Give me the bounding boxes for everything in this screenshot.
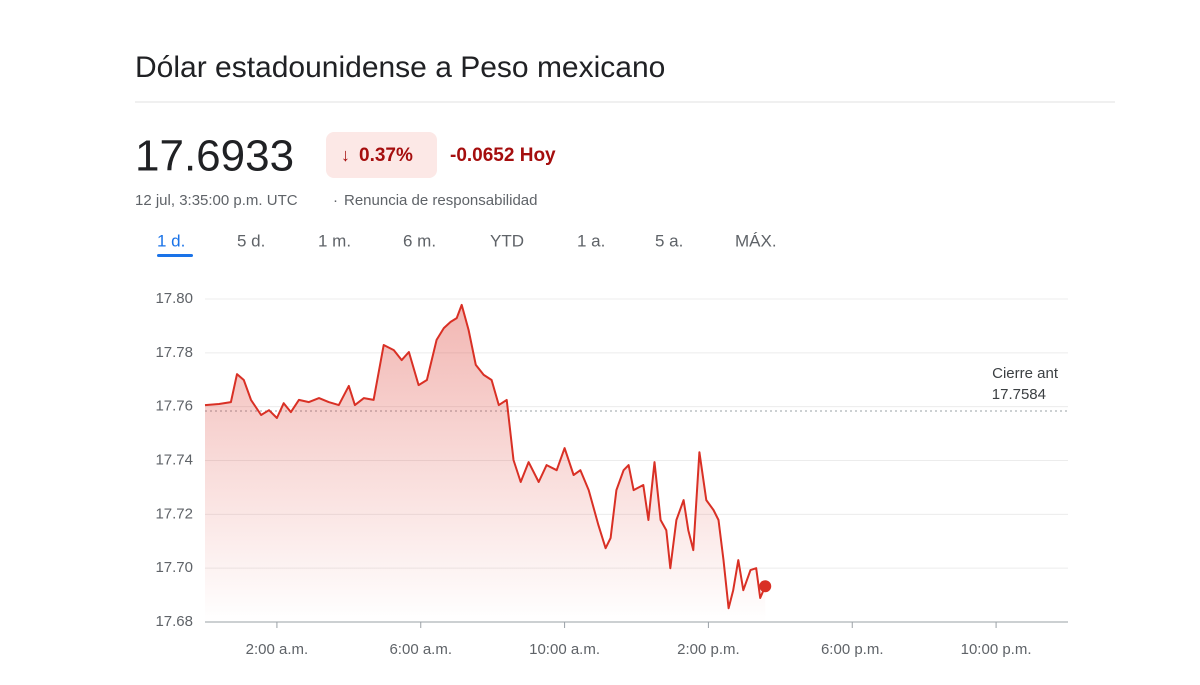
range-tab[interactable]: 1 m. (318, 231, 351, 250)
timestamp: 12 jul, 3:35:00 p.m. UTC (135, 192, 298, 209)
range-tab[interactable]: 5 d. (237, 231, 265, 250)
down-arrow: ↓ (341, 145, 350, 165)
range-tab[interactable]: YTD (490, 231, 524, 250)
x-tick-label: 2:00 a.m. (246, 641, 309, 658)
y-tick-label: 17.76 (155, 398, 193, 415)
last-point (759, 580, 772, 593)
change-badge (326, 132, 437, 178)
area-fill (205, 304, 766, 622)
x-tick-label: 2:00 p.m. (677, 641, 740, 658)
y-tick-label: 17.68 (155, 613, 193, 630)
range-tab[interactable]: 5 a. (655, 231, 683, 250)
y-tick-label: 17.74 (155, 451, 193, 468)
change-pct: 0.37% (359, 145, 413, 166)
separator: · (333, 192, 338, 209)
y-tick-label: 17.72 (155, 505, 193, 522)
range-tab[interactable]: 1 a. (577, 231, 605, 250)
range-tab[interactable]: 6 m. (403, 231, 436, 250)
range-tab[interactable]: MÁX. (735, 231, 777, 250)
x-tick-label: 10:00 p.m. (961, 641, 1032, 658)
price: 17.6933 (135, 132, 294, 181)
y-tick-label: 17.80 (155, 290, 193, 307)
change-abs: -0.0652 Hoy (450, 145, 556, 166)
tab-underline (157, 254, 193, 257)
y-tick-label: 17.70 (155, 559, 193, 576)
price-line (204, 303, 767, 610)
reference-value: 17.7584 (992, 386, 1046, 403)
range-tab[interactable]: 1 d. (157, 231, 185, 250)
reference-label: Cierre ant (992, 365, 1059, 382)
x-tick-label: 6:00 p.m. (821, 641, 884, 658)
x-tick-label: 6:00 a.m. (389, 641, 452, 658)
disclaimer[interactable]: Renuncia de responsabilidad (344, 192, 537, 209)
y-tick-label: 17.78 (155, 344, 193, 361)
x-tick-label: 10:00 a.m. (529, 641, 600, 658)
title: Dólar estadounidense a Peso mexicano (135, 51, 665, 84)
